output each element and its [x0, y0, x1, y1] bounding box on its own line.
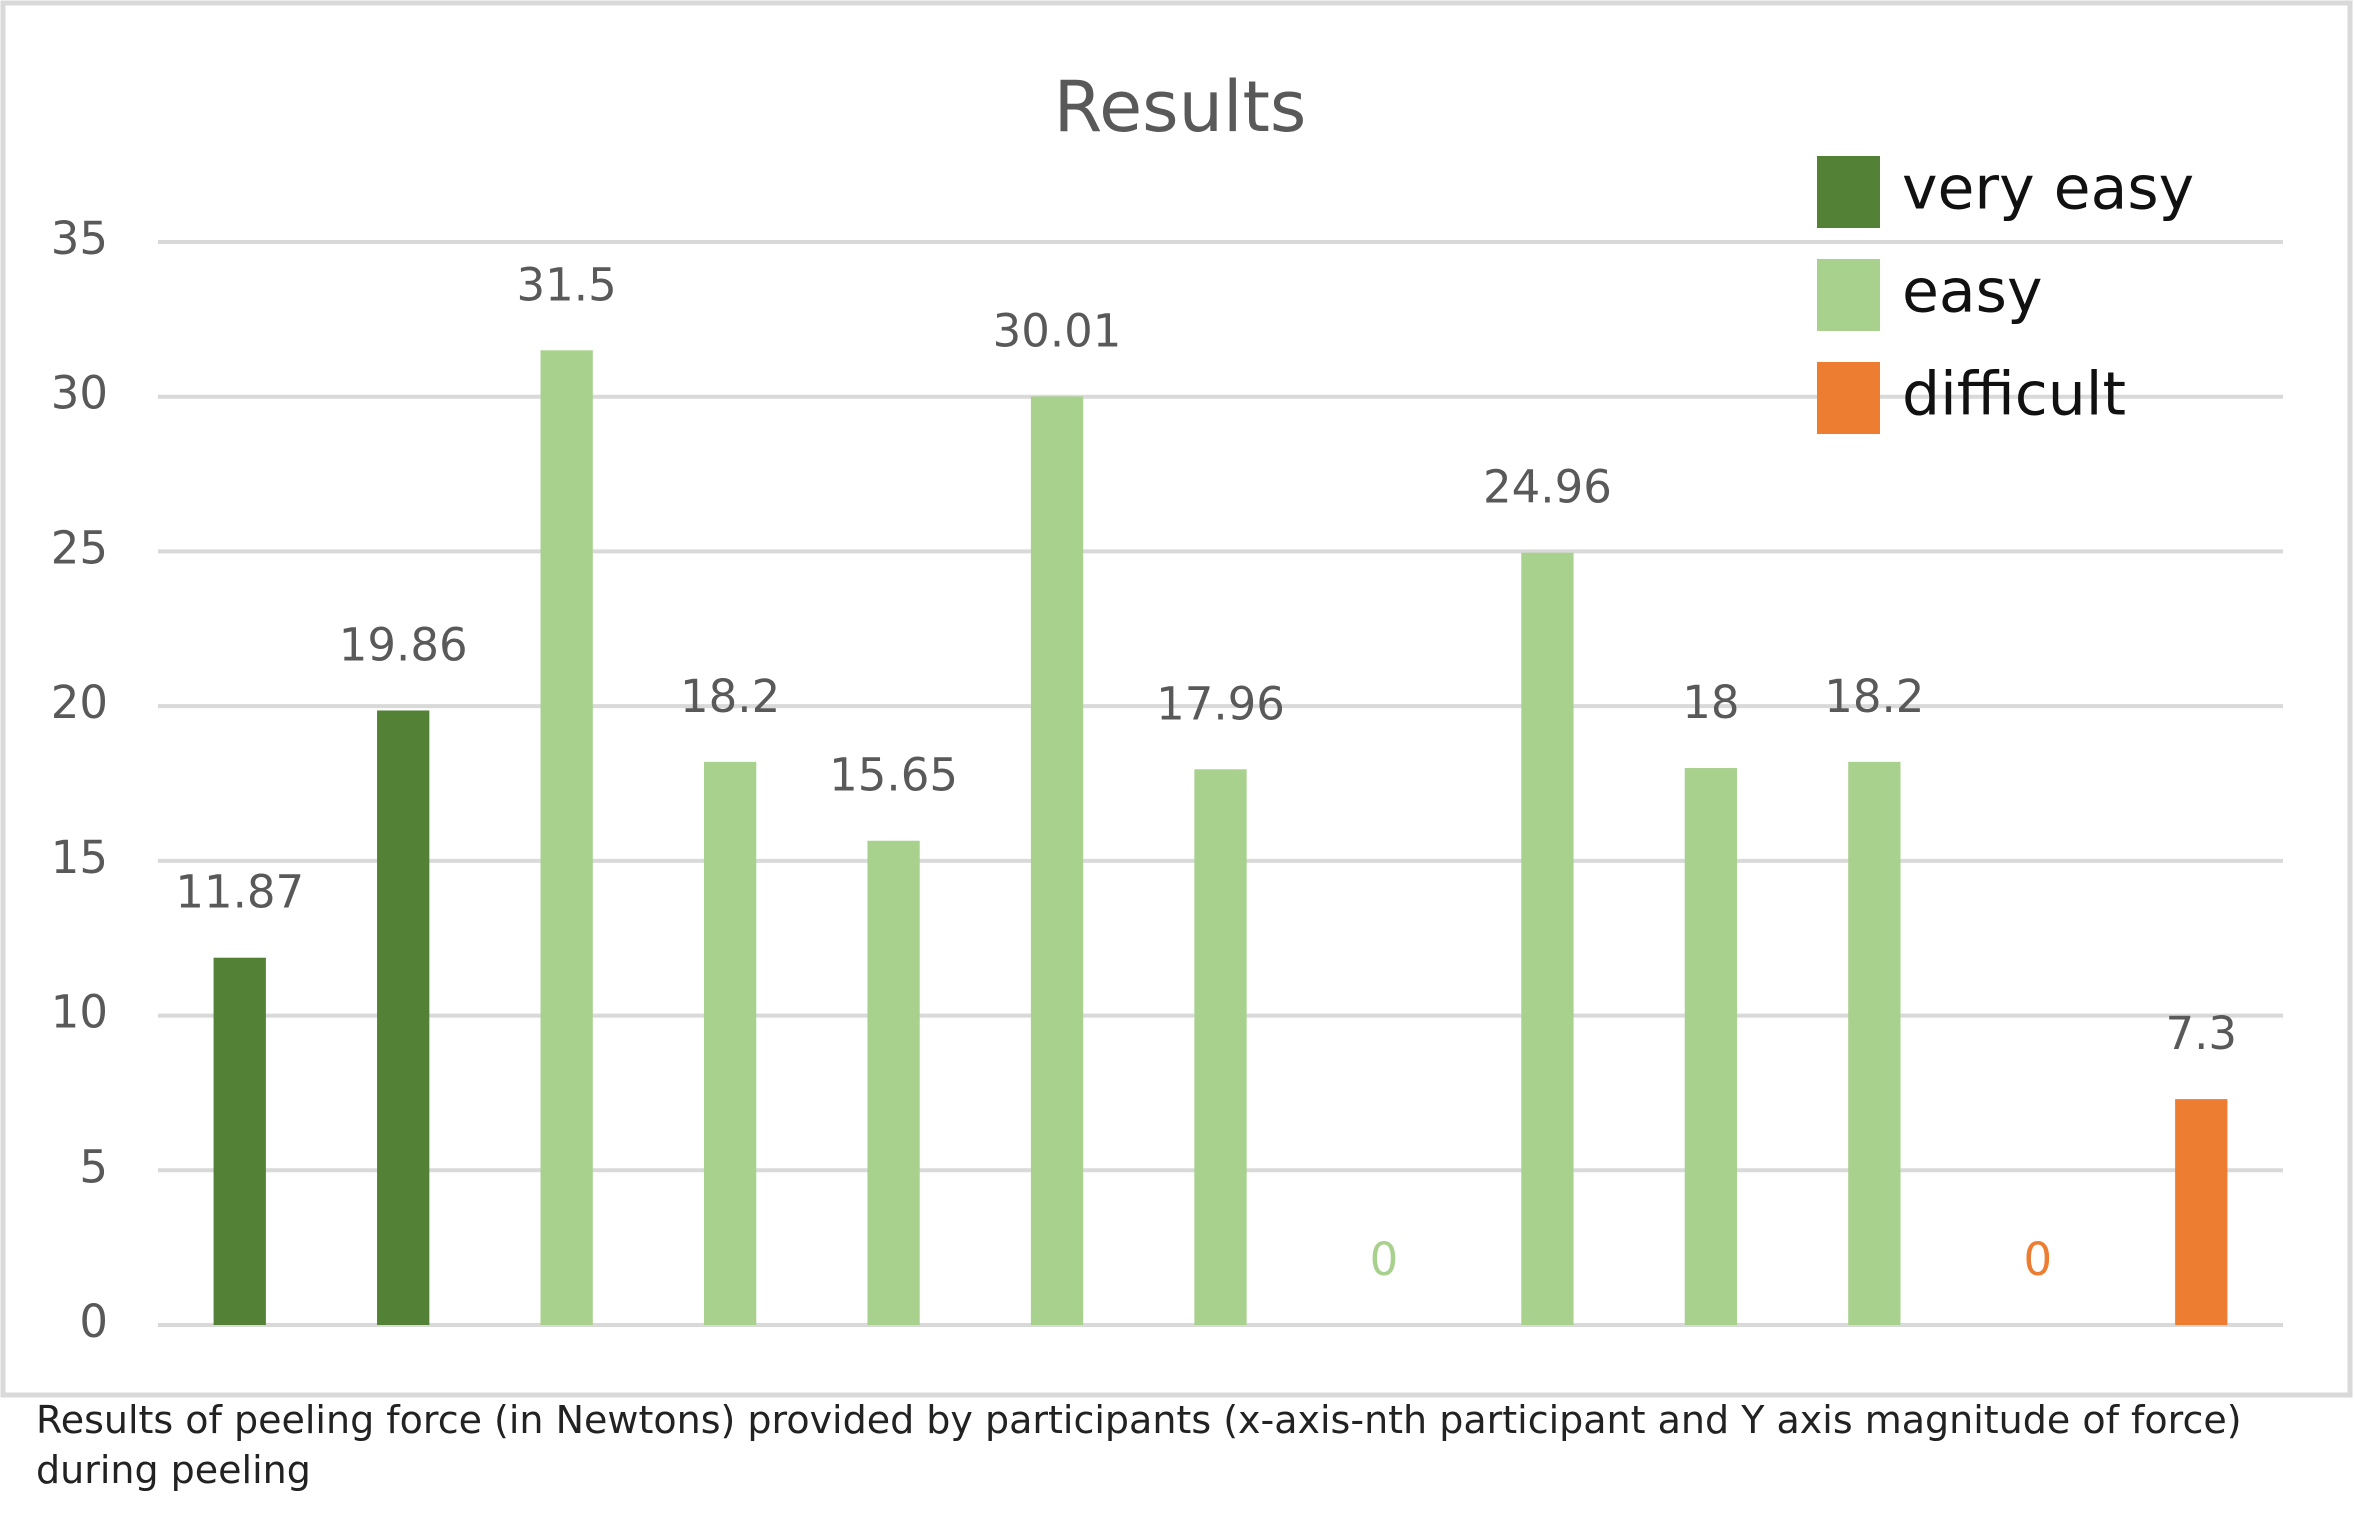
data-label: 19.86: [339, 618, 468, 671]
y-tick-label: 25: [51, 521, 108, 574]
bar: [1030, 396, 1084, 1325]
data-label: 15.65: [829, 749, 958, 802]
chart-title: Results: [1054, 66, 1307, 148]
bar: [703, 761, 757, 1325]
bar: [1848, 761, 1901, 1325]
legend-label: easy: [1902, 257, 2042, 327]
data-label: 0: [1370, 1233, 1399, 1286]
chart: Results 0 5 10 15 20 25 30 35 11.87 19.86 very eas…: [0, 0, 2353, 1398]
data-label: 18.2: [680, 670, 780, 723]
data-label: 30.01: [993, 304, 1122, 357]
y-tick-label: 0: [79, 1295, 108, 1348]
data-label: 18.2: [1824, 670, 1924, 723]
data-label: 0: [2023, 1233, 2052, 1286]
legend-label: very easy: [1902, 154, 2194, 224]
y-tick-label: 10: [51, 986, 108, 1039]
bar: [213, 957, 266, 1325]
data-label: 11.87: [175, 866, 304, 919]
bar: [2175, 1099, 2228, 1325]
bar: [867, 840, 920, 1325]
legend-label: difficult: [1902, 360, 2126, 430]
y-tick-label: 20: [51, 676, 108, 729]
bar: [377, 710, 430, 1325]
y-tick-label: 15: [51, 831, 108, 884]
caption: Results of peeling force (in Newtons) pr…: [36, 1398, 2242, 1492]
bar: [540, 350, 593, 1325]
y-tick-label: 35: [51, 212, 108, 265]
data-label: 17.96: [1156, 677, 1285, 730]
legend-swatch: [1817, 156, 1880, 228]
y-tick-label: 30: [51, 367, 108, 420]
data-label: 18: [1682, 676, 1739, 729]
legend-swatch: [1817, 362, 1880, 434]
data-label: 24.96: [1483, 461, 1612, 514]
bar: [1684, 768, 1738, 1325]
data-label: 7.3: [2165, 1007, 2237, 1060]
y-tick-label: 5: [79, 1140, 108, 1193]
bar: [1194, 769, 1247, 1325]
legend-swatch: [1817, 259, 1880, 331]
data-label: 31.5: [517, 258, 617, 311]
bar: [1521, 552, 1574, 1325]
